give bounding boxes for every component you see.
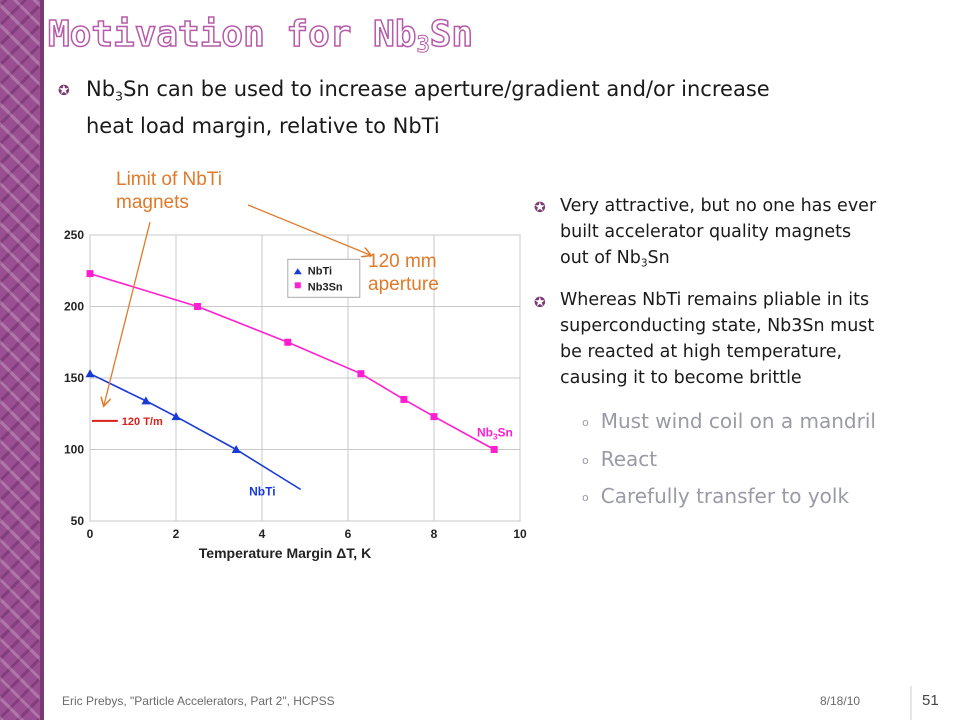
x-tick-label: 0 <box>87 527 94 541</box>
bullet-top-line1: Nb3Sn can be used to increase aperture/g… <box>86 77 770 104</box>
sub-bullet-2: o React <box>582 447 658 471</box>
title-end: Sn <box>429 13 474 56</box>
x-tick-label: 10 <box>513 527 527 541</box>
legend-marker-nbti <box>293 268 302 275</box>
slide-title: Motivation for Nb3Sn <box>47 13 474 64</box>
point-nb3sn <box>86 270 94 278</box>
y-tick-label: 100 <box>64 443 84 457</box>
circled-star-icon: ✪ <box>534 295 546 311</box>
sidebar-edge <box>40 0 44 720</box>
legend-marker-nb3sn <box>294 282 301 289</box>
reference-label: 120 T/m <box>122 416 163 428</box>
series-label-nb3sn: Nb3Sn <box>477 426 513 442</box>
point-nbti <box>85 369 95 378</box>
sub-bullet-1: o Must wind coil on a mandril <box>582 409 876 433</box>
footer-date: 8/18/10 <box>820 694 861 708</box>
x-tick-label: 8 <box>431 527 438 541</box>
y-tick-label: 150 <box>64 371 84 385</box>
circled-star-icon: ✪ <box>58 83 70 99</box>
point-nb3sn <box>194 303 201 310</box>
bullet-right-2: Whereas NbTi remains pliable in its supe… <box>560 290 875 388</box>
point-nb3sn <box>357 370 365 378</box>
annotation-aperture: 120 mm aperture <box>368 251 439 295</box>
point-nb3sn <box>490 446 498 453</box>
y-tick-label: 250 <box>64 228 84 242</box>
title-subscript: 3 <box>416 33 430 59</box>
page-number-box <box>910 686 958 720</box>
circled-star-icon: ✪ <box>534 200 546 216</box>
point-nb3sn <box>400 395 408 403</box>
gradient-vs-margin-chart: 0 2 4 6 8 10 50 100 150 200 250 Temperature Margin … <box>43 225 540 570</box>
x-tick-label: 6 <box>345 527 352 541</box>
legend-label-nbti: NbTi <box>308 265 332 277</box>
legend-label-nb3sn: Nb3Sn <box>308 281 343 293</box>
footer-author: Eric Prebys, "Particle Accelerators, Par… <box>62 694 335 708</box>
chart-svg: 0 2 4 6 8 10 50 100 150 200 250 Temperature Margin … <box>43 228 527 561</box>
x-tick-label: 2 <box>173 527 180 541</box>
bullet-right-1: Very attractive, but no one has ever bui… <box>560 196 877 270</box>
point-nbti <box>231 445 241 453</box>
y-tick-label: 50 <box>71 514 85 528</box>
y-tick-label: 200 <box>64 300 84 314</box>
annotation-limit-nbti: Limit of NbTi magnets <box>116 169 222 213</box>
bullet-top: Nb3Sn can be used to increase aperture/g… <box>86 74 906 141</box>
point-nb3sn <box>284 338 292 346</box>
circle-icon: o <box>582 416 589 429</box>
sub-bullet-3: o Carefully transfer to yolk <box>582 484 850 508</box>
bullet-top-line2: heat load margin, relative to NbTi <box>86 114 440 139</box>
legend-box <box>287 258 361 298</box>
title-main: Motivation for Nb <box>47 13 417 56</box>
point-nbti <box>171 412 181 421</box>
page-number: 51 <box>922 692 939 709</box>
sidebar-decoration <box>0 0 40 720</box>
series-label-nbti: NbTi <box>249 484 275 498</box>
x-axis-label: Temperature Margin ΔT, K <box>199 545 371 561</box>
circle-icon: o <box>582 491 589 504</box>
x-tick-label: 4 <box>259 527 266 541</box>
circle-icon: o <box>582 454 589 467</box>
point-nb3sn <box>430 413 438 421</box>
